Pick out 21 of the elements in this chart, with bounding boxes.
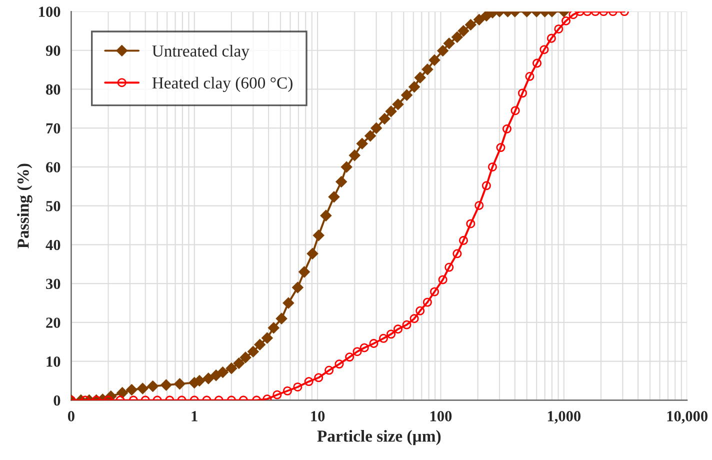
x-tick-label: 10,000	[667, 411, 708, 424]
y-tick-label: 0	[54, 395, 60, 406]
y-tick-label: 40	[46, 240, 60, 250]
x-tick-label: 0	[68, 411, 74, 422]
y-tick-label: 70	[46, 123, 60, 134]
y-tick-label: 100	[39, 6, 60, 17]
y-axis-title: Passing (%)	[17, 164, 32, 248]
x-axis-title: Particle size (µm)	[317, 430, 441, 446]
y-tick-label: 50	[46, 200, 60, 212]
x-tick-label: 100	[430, 411, 452, 422]
x-tick-label: 1,000	[548, 411, 581, 424]
y-tick-label: 60	[46, 162, 60, 172]
y-tick-label: 30	[46, 278, 60, 290]
legend-label: Heated clay (600 °C)	[152, 76, 292, 92]
y-tick-label: 10	[46, 356, 60, 367]
y-tick-label: 20	[46, 318, 60, 328]
x-tick-label: 1	[192, 411, 198, 422]
y-tick-label: 90	[46, 46, 60, 56]
legend-label: Untreated clay	[152, 44, 250, 60]
y-tick-label: 80	[46, 84, 60, 95]
x-tick-label: 10	[311, 411, 325, 422]
